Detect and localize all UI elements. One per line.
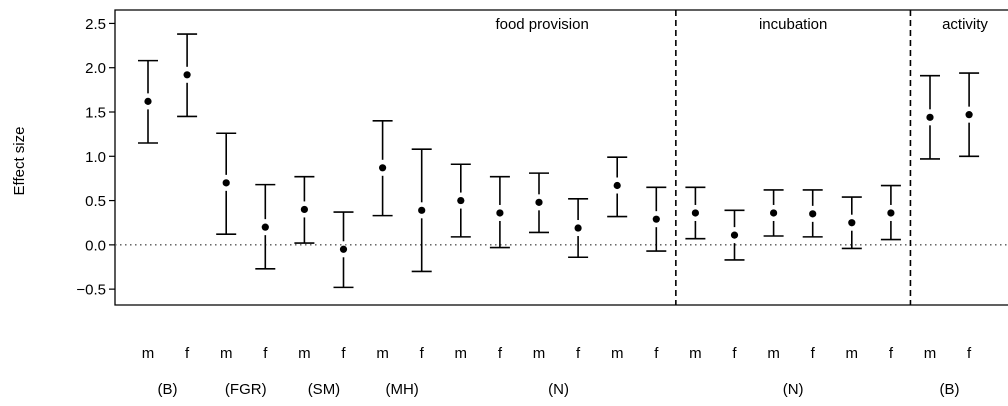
mean-point — [770, 209, 778, 217]
mean-point — [339, 245, 348, 253]
x-sex-label: f — [498, 345, 503, 362]
mean-point — [418, 206, 426, 214]
plot-area: −0.5 0.0 0.5 1.0 1.5 2.0 2.5 food provision incu… — [76, 9, 1008, 398]
section-label: food provision — [495, 16, 588, 33]
mean-point — [887, 209, 895, 217]
plot-frame — [114, 9, 1008, 306]
x-sex-label: m — [455, 345, 468, 362]
x-group-label: (B) — [940, 381, 960, 398]
mean-point — [379, 164, 387, 172]
x-sex-label: f — [732, 345, 737, 362]
section-label: activity — [942, 16, 988, 33]
y-tick-label: 0.0 — [85, 237, 106, 254]
x-sex-label: m — [767, 345, 780, 362]
mean-point — [222, 179, 230, 187]
x-group-label: (MH) — [385, 381, 418, 398]
y-tick-label: 0.5 — [85, 193, 106, 210]
mean-point — [730, 231, 739, 239]
x-sex-label: f — [341, 345, 346, 362]
mean-point — [261, 223, 269, 231]
x-sex-label: f — [263, 345, 268, 362]
x-group-label: (N) — [548, 381, 569, 398]
mean-point — [574, 224, 582, 232]
mean-point — [496, 209, 504, 217]
mean-point — [183, 71, 191, 79]
x-sex-label: f — [889, 345, 894, 362]
x-sex-label: m — [220, 345, 233, 362]
mean-point — [691, 209, 700, 217]
x-sex-label: f — [576, 345, 581, 362]
x-group-label: (FGR) — [225, 381, 267, 398]
mean-point — [848, 219, 856, 227]
x-sex-label: m — [846, 345, 859, 362]
y-tick-label: −0.5 — [76, 282, 106, 299]
section-label: incubation — [759, 16, 827, 33]
x-group-label: (B) — [158, 381, 178, 398]
y-tick-label: 2.5 — [85, 16, 106, 33]
mean-point — [300, 205, 308, 214]
x-sex-label: m — [376, 345, 389, 362]
x-sex-label: f — [654, 345, 659, 362]
mean-point — [809, 210, 817, 218]
mean-point — [926, 113, 934, 121]
x-sex-label: m — [689, 345, 702, 362]
x-sex-label: m — [142, 345, 155, 362]
mean-point — [965, 111, 973, 119]
y-axis-label: Effect size — [11, 127, 28, 196]
mean-point — [144, 97, 152, 105]
x-sex-label: f — [811, 345, 816, 362]
y-tick-label: 1.5 — [85, 105, 106, 122]
x-sex-label: m — [533, 345, 546, 362]
x-sex-label: f — [967, 345, 972, 362]
y-tick-label: 1.0 — [85, 149, 106, 166]
x-sex-label: m — [924, 345, 937, 362]
x-group-label: (SM) — [308, 381, 341, 398]
x-sex-label: m — [298, 345, 311, 362]
x-sex-label: f — [185, 345, 190, 362]
x-group-label: (N) — [783, 381, 804, 398]
y-tick-label: 2.0 — [85, 60, 106, 77]
mean-point — [613, 181, 621, 190]
x-sex-label: m — [611, 345, 624, 362]
mean-point — [457, 196, 465, 205]
mean-point — [535, 198, 543, 206]
x-sex-label: f — [420, 345, 425, 362]
mean-point — [652, 215, 660, 223]
